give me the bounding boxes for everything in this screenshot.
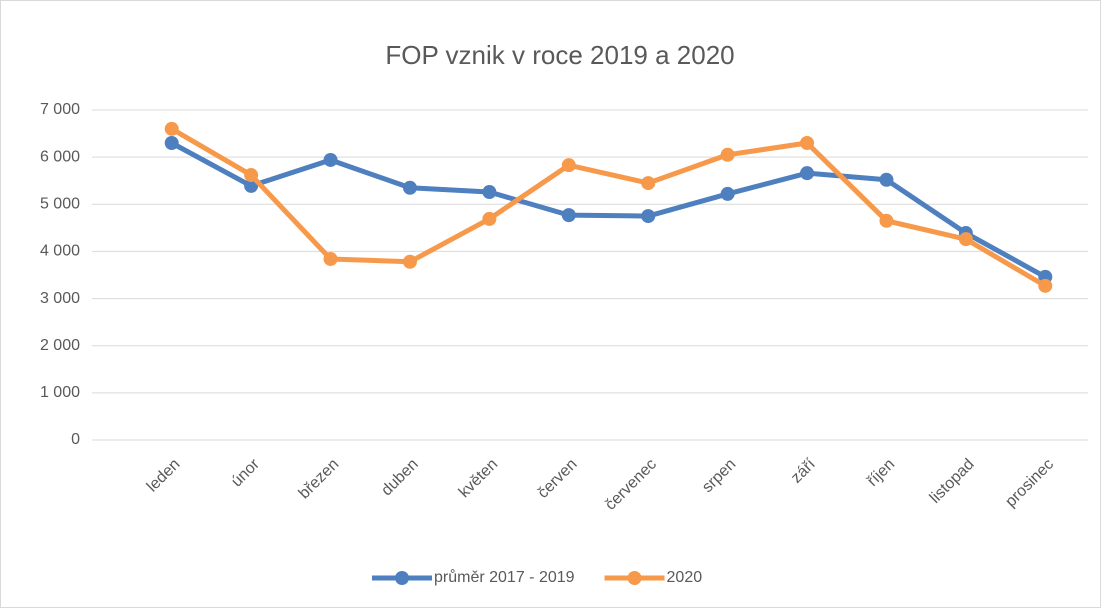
legend-marker	[627, 571, 642, 585]
point	[402, 254, 417, 269]
series-line	[170, 126, 1047, 288]
y-tick-label: 6 000	[40, 148, 80, 165]
y-tick-label: 4 000	[40, 243, 80, 260]
point	[244, 178, 259, 193]
point	[641, 209, 656, 224]
y-tick-label: 7 000	[40, 101, 80, 118]
point	[561, 208, 576, 223]
point	[958, 232, 973, 247]
point	[164, 121, 179, 136]
y-tick-label: 1 000	[40, 384, 80, 401]
point	[482, 211, 497, 226]
legend-label: 2020	[667, 569, 703, 586]
point	[800, 166, 815, 181]
point	[164, 136, 179, 150]
y-tick-label: 0	[71, 431, 80, 448]
chart-title: FOP vznik v roce 2019 a 2020	[385, 40, 734, 70]
y-tick-label: 2 000	[40, 337, 80, 354]
point	[323, 251, 338, 266]
legend-label: průměr 2017 - 2019	[434, 568, 575, 586]
point	[561, 158, 576, 173]
y-tick-label: 5 000	[40, 196, 80, 213]
point	[244, 168, 259, 183]
legend-marker	[395, 571, 409, 585]
point	[323, 152, 338, 167]
point	[1038, 278, 1053, 293]
point	[879, 172, 894, 187]
point	[720, 147, 735, 162]
point	[641, 176, 656, 191]
y-tick-label: 3 000	[40, 290, 80, 307]
point	[482, 185, 497, 200]
point	[720, 186, 735, 201]
point	[800, 136, 815, 150]
series-line	[170, 140, 1047, 280]
point	[879, 213, 894, 228]
point	[402, 180, 417, 195]
